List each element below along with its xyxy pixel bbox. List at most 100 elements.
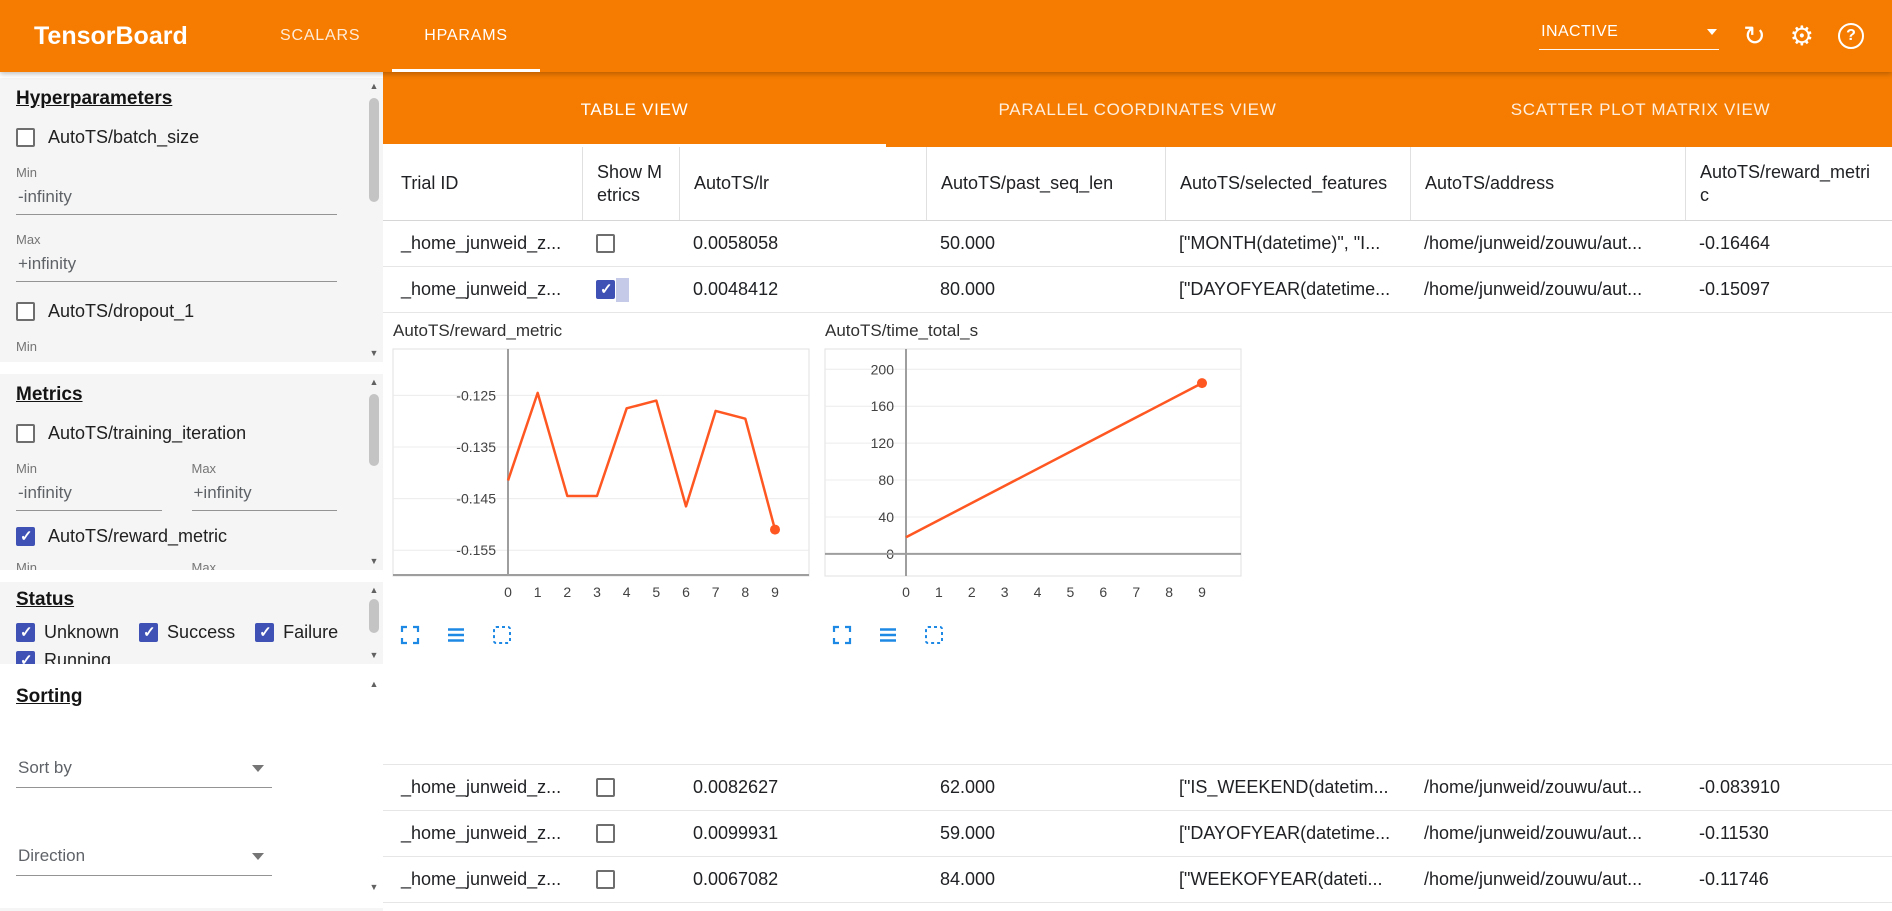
past-seq-len-cell: 50.000	[940, 233, 996, 253]
checkbox-training-iteration[interactable]	[16, 424, 35, 443]
scrollbar[interactable]: ▲ ▼	[367, 582, 381, 664]
tab-scatter-plot-matrix-view[interactable]: SCATTER PLOT MATRIX VIEW	[1510, 99, 1771, 119]
show-metrics-checkbox[interactable]	[596, 870, 615, 889]
max-input[interactable]: +infinity	[191, 476, 337, 511]
caret-down-icon	[252, 764, 264, 772]
paging-panel: Paging ▲	[0, 908, 383, 911]
sorting-heading: Sorting	[16, 686, 83, 707]
column-header-past-seq-len[interactable]: AutoTS/past_seq_len	[926, 147, 1165, 220]
max-input[interactable]: +infinity	[16, 247, 337, 282]
fit-domain-icon[interactable]	[923, 624, 945, 646]
checkbox-reward-metric[interactable]	[16, 527, 35, 546]
scroll-up-icon[interactable]: ▲	[369, 679, 379, 689]
min-label: Min	[16, 165, 37, 180]
scroll-down-icon[interactable]: ▼	[369, 650, 379, 660]
tab-table-view[interactable]: TABLE VIEW	[383, 72, 886, 147]
svg-text:4: 4	[1034, 584, 1042, 600]
settings-gear-icon[interactable]: ⚙	[1789, 20, 1814, 51]
min-label: Min	[16, 560, 37, 570]
show-metrics-checkbox[interactable]	[596, 824, 615, 843]
expand-chart-icon[interactable]	[399, 624, 421, 646]
log-scale-icon[interactable]	[877, 624, 899, 646]
column-header-address[interactable]: AutoTS/address	[1410, 147, 1685, 220]
scroll-down-icon[interactable]: ▼	[369, 882, 379, 892]
checkbox-status-unknown[interactable]	[16, 623, 35, 642]
reward-metric-cell: -0.16464	[1699, 233, 1771, 253]
column-header-lr[interactable]: AutoTS/lr	[679, 147, 926, 220]
refresh-icon[interactable]: ↻	[1743, 20, 1766, 51]
trial-id-cell: _home_junweid_z...	[401, 777, 562, 797]
status-label: Failure	[283, 622, 339, 642]
max-label: Max	[16, 232, 41, 247]
min-input[interactable]: -infinity	[16, 476, 162, 511]
hyperparam-label: AutoTS/batch_size	[48, 127, 200, 147]
caret-down-icon	[252, 852, 264, 860]
svg-text:8: 8	[1165, 584, 1173, 600]
svg-text:-0.135: -0.135	[456, 439, 496, 455]
selected-features-cell: ["DAYOFYEAR(datetime...	[1179, 823, 1391, 843]
svg-text:1: 1	[935, 584, 943, 600]
line-chart: -0.125 -0.135 -0.145 -0.155 0 1 2 3 4 5 6 7 8 9	[391, 347, 811, 610]
scroll-thumb[interactable]	[369, 394, 379, 466]
expand-chart-icon[interactable]	[831, 624, 853, 646]
scroll-up-icon[interactable]: ▲	[369, 81, 379, 91]
show-metrics-checkbox[interactable]	[596, 280, 615, 299]
scroll-up-icon[interactable]: ▲	[369, 585, 379, 595]
show-metrics-checkbox[interactable]	[596, 778, 615, 797]
scroll-down-icon[interactable]: ▼	[369, 556, 379, 566]
checkbox-status-failure[interactable]	[255, 623, 275, 642]
caret-down-icon	[1707, 28, 1718, 35]
max-label: Max	[191, 560, 217, 570]
reward-metric-cell: -0.15097	[1699, 279, 1771, 299]
min-input[interactable]: -infinity	[16, 180, 337, 215]
table-row: _home_junweid_z... 0.0099931 59.000 ["DA…	[383, 811, 1892, 857]
fit-domain-icon[interactable]	[491, 624, 513, 646]
checkbox-status-success[interactable]	[139, 623, 159, 642]
min-label: Min	[16, 461, 37, 476]
reward-metric-cell: -0.11530	[1699, 823, 1769, 843]
run-status-value: INACTIVE	[1541, 22, 1619, 40]
svg-text:7: 7	[712, 584, 720, 600]
hyperparameters-panel: Hyperparameters AutoTS/batch_size Min -i…	[0, 78, 383, 362]
sort-by-value: Sort by	[18, 758, 72, 777]
scrollbar[interactable]: ▲ ▼	[367, 374, 381, 570]
svg-text:-0.125: -0.125	[456, 387, 496, 403]
help-icon[interactable]: ?	[1838, 23, 1864, 49]
chart-toolbar	[831, 624, 1243, 646]
column-header-selected-features[interactable]: AutoTS/selected_features	[1165, 147, 1410, 220]
scrollbar[interactable]: ▲ ▼	[367, 78, 381, 362]
scroll-thumb[interactable]	[369, 98, 379, 202]
checkbox-status-running[interactable]	[16, 651, 35, 664]
sidebar: Hyperparameters AutoTS/batch_size Min -i…	[0, 72, 383, 911]
run-status-dropdown[interactable]: INACTIVE	[1539, 22, 1720, 50]
svg-text:2: 2	[563, 584, 571, 600]
metrics-heading: Metrics	[16, 384, 83, 405]
column-header-reward-metric[interactable]: AutoTS/reward_metric	[1685, 147, 1892, 220]
column-header-show-metrics[interactable]: Show Metrics	[582, 147, 679, 220]
column-header-trial-id[interactable]: Trial ID	[401, 173, 459, 194]
checkbox-batch-size[interactable]	[16, 128, 35, 147]
past-seq-len-cell: 80.000	[940, 279, 996, 299]
sorting-panel: Sorting Sort by Direction ▲ ▼	[0, 676, 383, 896]
sort-by-select[interactable]: Sort by	[16, 758, 272, 788]
log-scale-icon[interactable]	[445, 624, 467, 646]
show-metrics-checkbox[interactable]	[596, 234, 615, 253]
svg-text:3: 3	[1001, 584, 1009, 600]
chart-title: AutoTS/reward_metric	[393, 321, 563, 340]
checkbox-dropout-1[interactable]	[16, 302, 35, 321]
svg-text:5: 5	[1067, 584, 1075, 600]
tab-scalars[interactable]: SCALARS	[280, 27, 361, 44]
table-row: _home_junweid_z... 0.0058058 50.000 ["MO…	[383, 221, 1892, 267]
address-cell: /home/junweid/zouwu/aut...	[1424, 233, 1643, 253]
min-label: Min	[16, 339, 37, 354]
tab-parallel-coordinates-view[interactable]: PARALLEL COORDINATES VIEW	[998, 99, 1277, 119]
scroll-thumb[interactable]	[369, 599, 379, 633]
scrollbar[interactable]: ▲ ▼	[367, 676, 381, 896]
direction-select[interactable]: Direction	[16, 846, 272, 876]
scroll-down-icon[interactable]: ▼	[369, 348, 379, 358]
hyperparameters-heading: Hyperparameters	[16, 88, 173, 109]
hyperparam-label: AutoTS/dropout_1	[48, 301, 195, 321]
tab-hparams[interactable]: HPARAMS	[392, 0, 540, 72]
scroll-up-icon[interactable]: ▲	[369, 377, 379, 387]
lr-cell: 0.0099931	[693, 823, 779, 843]
